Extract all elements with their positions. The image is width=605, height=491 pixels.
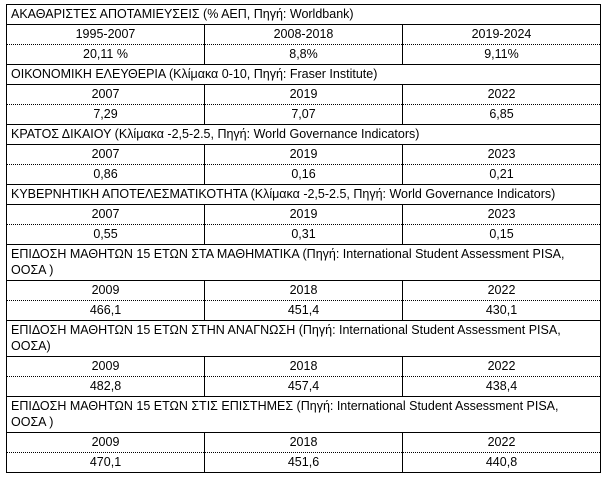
- section-title: ΕΠΙΔΟΣΗ ΜΑΘΗΤΩΝ 15 ΕΤΩΝ ΣΤΑ ΜΑΘΗΜΑΤΙΚΑ (…: [6, 244, 601, 281]
- indicators-table-body: ΑΚΑΘΑΡΙΣΤΕΣ ΑΠΟΤΑΜΙΕΥΣΕΙΣ (% ΑΕΠ, Πηγή: …: [6, 4, 601, 473]
- period-cell: 2007: [6, 144, 205, 165]
- period-cell: 1995-2007: [6, 24, 205, 45]
- period-cell: 2019: [204, 144, 403, 165]
- section-title-row: ΕΠΙΔΟΣΗ ΜΑΘΗΤΩΝ 15 ΕΤΩΝ ΣΤΗΝ ΑΝΑΓΝΩΣΗ (Π…: [6, 320, 601, 357]
- period-cell: 2007: [6, 84, 205, 105]
- value-cell: 0,31: [204, 224, 403, 245]
- period-cell: 2018: [204, 356, 403, 377]
- period-cell: 2019-2024: [402, 24, 601, 45]
- value-cell: 20,11 %: [6, 44, 205, 65]
- section-title: ΑΚΑΘΑΡΙΣΤΕΣ ΑΠΟΤΑΜΙΕΥΣΕΙΣ (% ΑΕΠ, Πηγή: …: [6, 4, 601, 25]
- period-row: 2009 2018 2022: [6, 280, 601, 301]
- period-row: 1995-2007 2008-2018 2019-2024: [6, 24, 601, 45]
- value-row: 0,86 0,16 0,21: [6, 164, 601, 185]
- period-cell: 2007: [6, 204, 205, 225]
- value-cell: 9,11%: [402, 44, 601, 65]
- value-cell: 451,4: [204, 300, 403, 321]
- section-title-row: ΚΡΑΤΟΣ ΔΙΚΑΙΟΥ (Κλίμακα -2,5-2.5, Πηγή: …: [6, 124, 601, 145]
- period-cell: 2023: [402, 204, 601, 225]
- value-row: 466,1 451,4 430,1: [6, 300, 601, 321]
- value-cell: 8,8%: [204, 44, 403, 65]
- period-cell: 2022: [402, 356, 601, 377]
- value-cell: 7,29: [6, 104, 205, 125]
- value-cell: 6,85: [402, 104, 601, 125]
- value-cell: 466,1: [6, 300, 205, 321]
- period-row: 2009 2018 2022: [6, 356, 601, 377]
- section-title: ΚΥΒΕΡΝΗΤΙΚΗ ΑΠΟΤΕΛΕΣΜΑΤΙΚΟΤΗΤΑ (Κλίμακα …: [6, 184, 601, 205]
- indicators-table: ΑΚΑΘΑΡΙΣΤΕΣ ΑΠΟΤΑΜΙΕΥΣΕΙΣ (% ΑΕΠ, Πηγή: …: [6, 4, 601, 473]
- period-cell: 2022: [402, 84, 601, 105]
- value-cell: 482,8: [6, 376, 205, 397]
- value-cell: 0,86: [6, 164, 205, 185]
- value-row: 20,11 % 8,8% 9,11%: [6, 44, 601, 65]
- period-cell: 2009: [6, 280, 205, 301]
- value-row: 470,1 451,6 440,8: [6, 452, 601, 473]
- value-cell: 0,55: [6, 224, 205, 245]
- value-cell: 0,15: [402, 224, 601, 245]
- period-cell: 2009: [6, 432, 205, 453]
- period-row: 2007 2019 2023: [6, 144, 601, 165]
- value-cell: 0,16: [204, 164, 403, 185]
- period-cell: 2022: [402, 432, 601, 453]
- period-cell: 2019: [204, 204, 403, 225]
- period-cell: 2023: [402, 144, 601, 165]
- value-row: 7,29 7,07 6,85: [6, 104, 601, 125]
- section-title-row: ΑΚΑΘΑΡΙΣΤΕΣ ΑΠΟΤΑΜΙΕΥΣΕΙΣ (% ΑΕΠ, Πηγή: …: [6, 4, 601, 25]
- section-title-row: ΕΠΙΔΟΣΗ ΜΑΘΗΤΩΝ 15 ΕΤΩΝ ΣΤΙΣ ΕΠΙΣΤΗΜΕΣ (…: [6, 396, 601, 433]
- value-cell: 0,21: [402, 164, 601, 185]
- section-title-row: ΟΙΚΟΝΟΜΙΚΗ ΕΛΕΥΘΕΡΙΑ (Κλίμακα 0-10, Πηγή…: [6, 64, 601, 85]
- value-cell: 430,1: [402, 300, 601, 321]
- section-title: ΕΠΙΔΟΣΗ ΜΑΘΗΤΩΝ 15 ΕΤΩΝ ΣΤΗΝ ΑΝΑΓΝΩΣΗ (Π…: [6, 320, 601, 357]
- section-title: ΚΡΑΤΟΣ ΔΙΚΑΙΟΥ (Κλίμακα -2,5-2.5, Πηγή: …: [6, 124, 601, 145]
- value-cell: 451,6: [204, 452, 403, 473]
- value-cell: 440,8: [402, 452, 601, 473]
- period-cell: 2008-2018: [204, 24, 403, 45]
- value-row: 482,8 457,4 438,4: [6, 376, 601, 397]
- value-cell: 470,1: [6, 452, 205, 473]
- period-cell: 2019: [204, 84, 403, 105]
- period-cell: 2009: [6, 356, 205, 377]
- section-title-row: ΕΠΙΔΟΣΗ ΜΑΘΗΤΩΝ 15 ΕΤΩΝ ΣΤΑ ΜΑΘΗΜΑΤΙΚΑ (…: [6, 244, 601, 281]
- period-cell: 2018: [204, 432, 403, 453]
- value-cell: 457,4: [204, 376, 403, 397]
- period-cell: 2018: [204, 280, 403, 301]
- value-cell: 7,07: [204, 104, 403, 125]
- section-title: ΕΠΙΔΟΣΗ ΜΑΘΗΤΩΝ 15 ΕΤΩΝ ΣΤΙΣ ΕΠΙΣΤΗΜΕΣ (…: [6, 396, 601, 433]
- period-row: 2007 2019 2022: [6, 84, 601, 105]
- value-cell: 438,4: [402, 376, 601, 397]
- period-cell: 2022: [402, 280, 601, 301]
- period-row: 2009 2018 2022: [6, 432, 601, 453]
- value-row: 0,55 0,31 0,15: [6, 224, 601, 245]
- period-row: 2007 2019 2023: [6, 204, 601, 225]
- section-title: ΟΙΚΟΝΟΜΙΚΗ ΕΛΕΥΘΕΡΙΑ (Κλίμακα 0-10, Πηγή…: [6, 64, 601, 85]
- section-title-row: ΚΥΒΕΡΝΗΤΙΚΗ ΑΠΟΤΕΛΕΣΜΑΤΙΚΟΤΗΤΑ (Κλίμακα …: [6, 184, 601, 205]
